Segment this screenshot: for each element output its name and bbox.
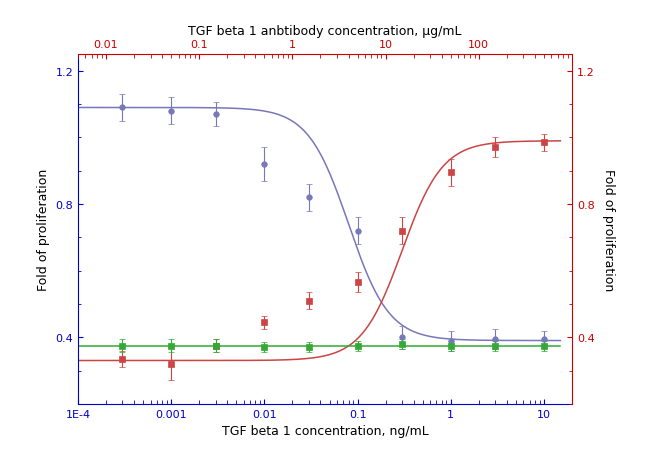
- X-axis label: TGF beta 1 concentration, ng/mL: TGF beta 1 concentration, ng/mL: [222, 424, 428, 437]
- Y-axis label: Fold of proliferation: Fold of proliferation: [603, 168, 616, 291]
- Y-axis label: Fold of proliferation: Fold of proliferation: [37, 168, 50, 291]
- X-axis label: TGF beta 1 anbtibody concentration, µg/mL: TGF beta 1 anbtibody concentration, µg/m…: [188, 25, 462, 38]
